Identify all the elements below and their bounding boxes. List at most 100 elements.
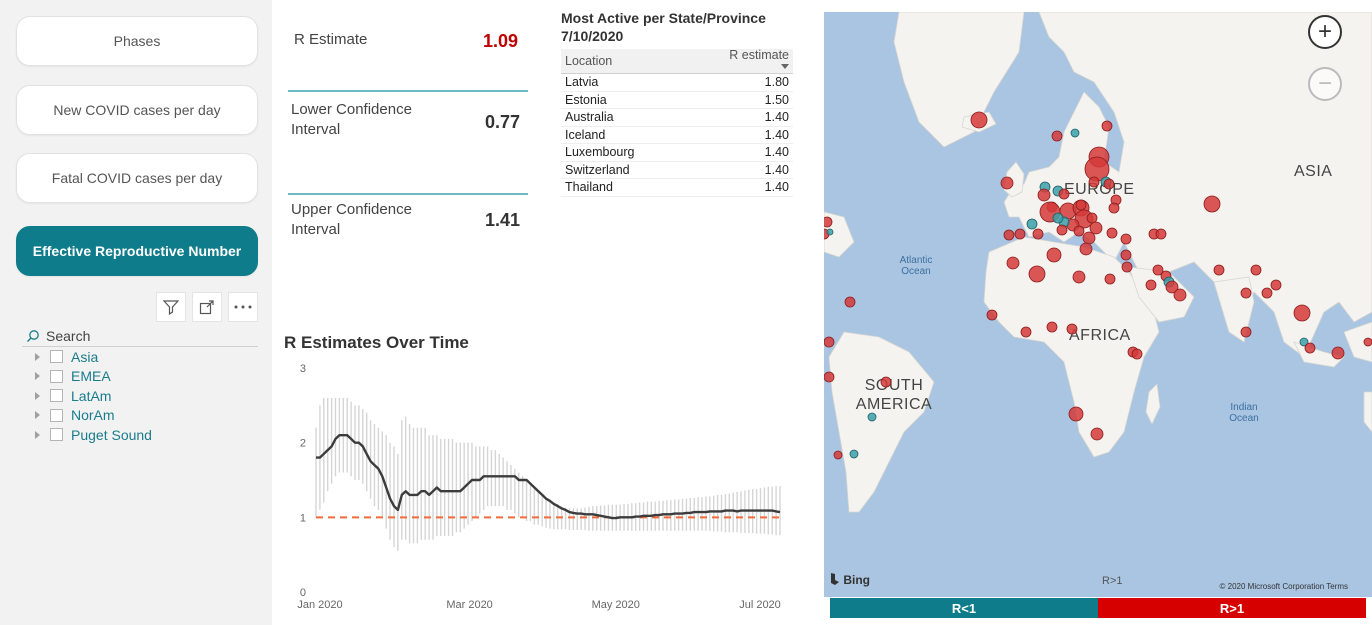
expand-icon[interactable] (35, 430, 40, 439)
map-bubble[interactable] (1032, 228, 1044, 240)
map-bubble[interactable] (1121, 261, 1133, 273)
map-bubble[interactable] (1052, 212, 1064, 224)
column-header-location[interactable]: Location (565, 54, 613, 68)
map-bubble[interactable] (1240, 326, 1252, 338)
map-bubble[interactable] (824, 216, 833, 228)
map-bubble[interactable] (849, 449, 859, 459)
checkbox[interactable] (50, 389, 63, 403)
map-bubble[interactable] (970, 111, 988, 129)
nav-button-fatal-cases[interactable]: Fatal COVID cases per day (16, 153, 258, 203)
map-bubble[interactable] (1173, 288, 1187, 302)
map-bubble[interactable] (1120, 249, 1132, 261)
expand-icon[interactable] (35, 352, 40, 361)
map-bubble[interactable] (1304, 342, 1316, 354)
world-map[interactable]: EUROPE ASIA AFRICA SOUTH AMERICA Atlanti… (824, 12, 1372, 597)
map-bubble[interactable] (1000, 176, 1014, 190)
nav-button-new-cases[interactable]: New COVID cases per day (16, 85, 258, 135)
map-bubble[interactable] (1082, 231, 1096, 245)
table-row[interactable]: Iceland 1.40 (561, 127, 793, 144)
table-row[interactable]: Latvia 1.80 (561, 74, 793, 92)
r-estimate-series-line[interactable] (316, 433, 781, 520)
map-bubble[interactable] (1293, 304, 1311, 322)
map-bubble[interactable] (1037, 188, 1051, 202)
map-bubble[interactable] (880, 376, 892, 388)
map-bubble[interactable] (1058, 188, 1070, 200)
map-bubble[interactable] (1006, 256, 1020, 270)
map-bubble[interactable] (1104, 273, 1116, 285)
map-bubble[interactable] (824, 371, 835, 383)
map-copyright[interactable]: © 2020 Microsoft Corporation Terms (1219, 582, 1348, 591)
checkbox[interactable] (50, 369, 63, 383)
focus-mode-icon[interactable] (192, 292, 222, 322)
map-bubble[interactable] (1028, 265, 1046, 283)
table-row[interactable]: Switzerland 1.40 (561, 162, 793, 179)
map-bubble[interactable] (1250, 264, 1262, 276)
zoom-out-button[interactable]: − (1308, 67, 1342, 101)
checkbox[interactable] (50, 408, 63, 422)
map-bubble[interactable] (986, 309, 998, 321)
map-bubble[interactable] (1363, 337, 1372, 347)
map-bubble[interactable] (1026, 218, 1038, 230)
map-bubble[interactable] (1106, 227, 1118, 239)
table-row[interactable]: Luxembourg 1.40 (561, 144, 793, 162)
map-bubble[interactable] (1270, 279, 1282, 291)
map-bubble[interactable] (1072, 270, 1086, 284)
map-bubble[interactable] (1079, 242, 1093, 256)
map-bubble[interactable] (1108, 202, 1120, 214)
map-bubble[interactable] (1155, 228, 1167, 240)
map-bubble[interactable] (1240, 287, 1252, 299)
map-bubble[interactable] (844, 296, 856, 308)
map-bubble[interactable] (1070, 128, 1080, 138)
map-bubble[interactable] (1014, 228, 1026, 240)
map-bubble[interactable] (1261, 287, 1273, 299)
nav-button-phases[interactable]: Phases (16, 16, 258, 66)
slicer-search[interactable]: Search (22, 325, 258, 347)
map-bubble[interactable] (867, 412, 877, 422)
expand-icon[interactable] (35, 372, 40, 381)
slicer-item-asia[interactable]: Asia (22, 347, 258, 367)
map-bubble[interactable] (1299, 337, 1309, 347)
more-options-icon[interactable] (228, 292, 258, 322)
r-estimate-chart[interactable]: 0 1 2 3 Jan 2020 Mar 2020 May 2020 Jul 2020 (280, 356, 800, 616)
slicer-item-puget-sound[interactable]: Puget Sound (22, 425, 258, 445)
map-bubble[interactable] (1086, 212, 1098, 224)
map-bubble[interactable] (1073, 225, 1085, 237)
map-bubble[interactable] (1203, 195, 1221, 213)
map-bubble[interactable] (1145, 279, 1157, 291)
slicer-item-emea[interactable]: EMEA (22, 367, 258, 387)
map-bubble[interactable] (1046, 247, 1062, 263)
expand-icon[interactable] (35, 391, 40, 400)
slicer-item-noram[interactable]: NorAm (22, 406, 258, 426)
map-bubble[interactable] (1020, 326, 1032, 338)
slicer-item-latam[interactable]: LatAm (22, 386, 258, 406)
map-bubble[interactable] (1331, 346, 1345, 360)
map-bubble[interactable] (1088, 176, 1100, 188)
filter-icon[interactable] (156, 292, 186, 322)
zoom-in-button[interactable]: + (1308, 15, 1342, 49)
map-bubble[interactable] (1090, 427, 1104, 441)
map-bubble[interactable] (1103, 178, 1115, 190)
map-bubble[interactable] (1075, 199, 1087, 211)
map-bubble[interactable] (833, 450, 843, 460)
expand-icon[interactable] (35, 411, 40, 420)
map-bubble[interactable] (1131, 348, 1143, 360)
checkbox[interactable] (50, 350, 63, 364)
map-bubble[interactable] (1066, 323, 1078, 335)
map-bubble[interactable] (1068, 406, 1084, 422)
column-header-r-estimate[interactable]: R estimate (729, 49, 789, 72)
map-bubble[interactable] (824, 336, 835, 348)
table-row[interactable]: Australia 1.40 (561, 109, 793, 127)
map-bubble[interactable] (1003, 229, 1015, 241)
table-row[interactable]: Thailand 1.40 (561, 179, 793, 197)
map-bubble[interactable] (1152, 264, 1164, 276)
map-bubble[interactable] (1056, 224, 1068, 236)
map-bubble[interactable] (826, 228, 834, 236)
map-bubble[interactable] (1165, 280, 1179, 294)
checkbox[interactable] (50, 428, 63, 442)
map-bubble[interactable] (1046, 321, 1058, 333)
map-bubble[interactable] (1120, 233, 1132, 245)
map-bubble[interactable] (1213, 264, 1225, 276)
table-row[interactable]: Estonia 1.50 (561, 92, 793, 109)
map-bubble[interactable] (1089, 221, 1103, 235)
map-bubble[interactable] (1051, 130, 1063, 142)
